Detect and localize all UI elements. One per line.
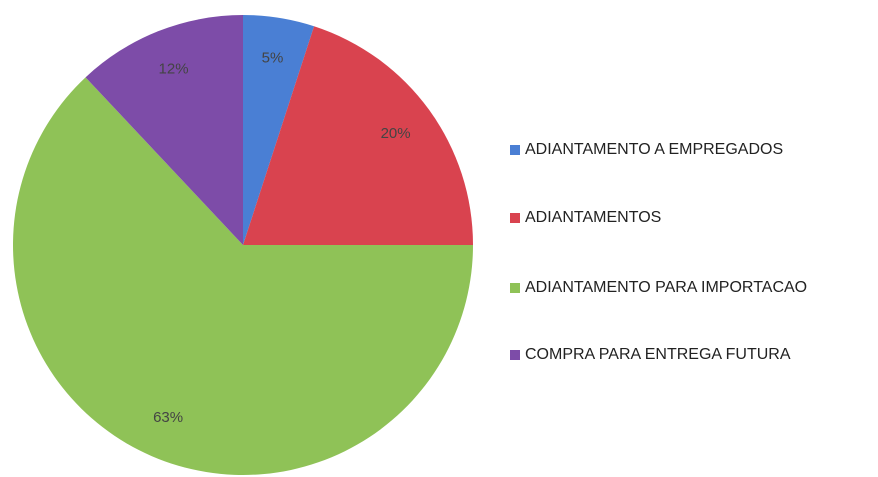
pie-slice xyxy=(243,15,315,245)
legend-swatch xyxy=(510,213,520,223)
pie-slice xyxy=(243,26,473,245)
legend-label: ADIANTAMENTOS xyxy=(525,209,661,226)
slice-label: 5% xyxy=(262,50,284,67)
pie-slice xyxy=(12,77,473,475)
legend-swatch xyxy=(510,350,520,360)
slice-label: 12% xyxy=(159,61,189,78)
slice-label: 63% xyxy=(153,409,183,426)
legend-label: ADIANTAMENTO A EMPREGADOS xyxy=(525,141,783,158)
legend-swatch xyxy=(510,283,520,293)
pie-slice xyxy=(85,14,243,245)
legend-label: ADIANTAMENTO PARA IMPORTACAO xyxy=(525,279,807,296)
slice-label: 20% xyxy=(381,125,411,142)
legend-swatch xyxy=(510,145,520,155)
legend-label: COMPRA PARA ENTREGA FUTURA xyxy=(525,346,791,363)
